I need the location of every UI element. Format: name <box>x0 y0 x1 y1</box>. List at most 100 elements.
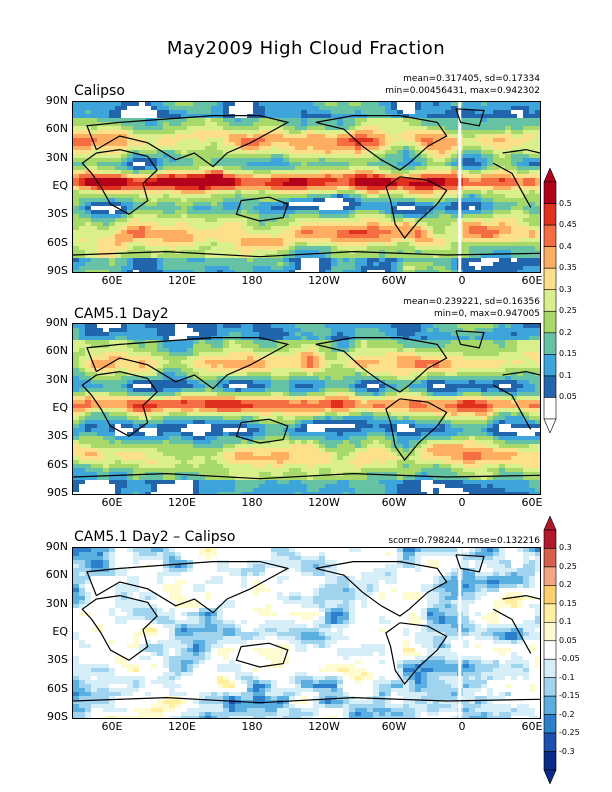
y-tick-label: 90S <box>47 710 68 723</box>
coastline <box>455 554 485 573</box>
panel-title-diff: CAM5.1 Day2 – Calipso <box>74 529 236 545</box>
colorbar-swatch <box>543 714 557 734</box>
x-tick-label: 60E <box>101 274 123 287</box>
colorbar-top-triangle <box>543 516 557 531</box>
x-tick-label: 180 <box>241 720 263 733</box>
colorbar-swatch <box>543 585 557 605</box>
stats-scorr-rmse: scorr=0.798244, rmse=0.132216 <box>388 536 540 546</box>
map-panel-calipso <box>72 101 541 273</box>
y-tick-label: 90S <box>47 486 68 499</box>
panel-stats-diff: scorr=0.798244, rmse=0.132216 <box>388 535 540 547</box>
colorbar-swatch <box>543 246 557 269</box>
colorbar-swatch <box>543 622 557 642</box>
stats-min-max: min=0, max=0.947005 <box>433 309 540 319</box>
coastline <box>385 176 448 239</box>
y-tick-label: 90S <box>47 264 68 277</box>
colorbar-label: -0.1 <box>559 672 575 682</box>
colorbar-swatch <box>543 397 557 420</box>
y-tick-label: EQ <box>52 625 68 638</box>
colorbar-fraction <box>543 168 557 433</box>
colorbar-label: 0.3 <box>559 543 572 553</box>
stats-mean-sd: mean=0.317405, sd=0.17334 <box>403 74 540 84</box>
coastline <box>502 594 540 600</box>
x-tick-label: 120E <box>168 274 196 287</box>
y-tick-label: 30N <box>45 372 68 386</box>
coastline <box>86 561 290 614</box>
colorbar-label: 0.1 <box>559 370 572 380</box>
colorbar-swatch <box>543 695 557 715</box>
colorbar-label: -0.05 <box>559 654 580 664</box>
colorbar-label: 0.5 <box>559 198 572 208</box>
coastline <box>81 370 158 437</box>
x-tick-label: 60W <box>381 496 407 509</box>
x-tick-label: 180 <box>241 274 263 287</box>
colorbar-label: 0.2 <box>559 327 572 337</box>
colorbar-label: 0.15 <box>559 349 577 359</box>
panel-title-calipso: Calipso <box>74 83 125 99</box>
y-tick-label: 90N <box>45 94 68 107</box>
colorbar-swatch <box>543 310 557 334</box>
colorbar-swatch <box>543 375 557 398</box>
field-cells <box>73 102 540 272</box>
colorbar-swatch <box>543 332 557 355</box>
y-tick-label: 30N <box>45 596 68 610</box>
map-panel-cam <box>72 323 541 495</box>
colorbar-bottom-triangle <box>543 418 557 433</box>
coastline <box>502 370 540 376</box>
colorbar-label: 0.25 <box>559 561 577 571</box>
colorbar-label: -0.3 <box>559 746 575 756</box>
colorbar-swatch <box>543 181 557 204</box>
y-tick-label: 30S <box>47 429 68 443</box>
colorbar-swatch <box>543 354 557 377</box>
y-tick-label: 60N <box>45 568 68 582</box>
colorbar-swatch <box>543 640 557 660</box>
coastline <box>385 622 448 685</box>
colorbar-bottom-triangle <box>543 769 557 784</box>
coastline <box>315 115 448 171</box>
x-tick-label: 120E <box>168 720 196 733</box>
y-tick-label: 60S <box>47 457 68 471</box>
y-tick-label: 60N <box>45 122 68 136</box>
coastline <box>315 561 448 617</box>
colorbar-swatch <box>543 529 557 549</box>
coastline <box>455 108 485 127</box>
y-tick-label: 60S <box>47 235 68 249</box>
y-tick-label: 90N <box>45 316 68 329</box>
y-tick-label: 60N <box>45 344 68 358</box>
colorbar-swatch <box>543 751 557 771</box>
coastline <box>493 384 532 430</box>
colorbar-label: -0.25 <box>559 728 580 738</box>
x-tick-label: 0 <box>458 274 466 287</box>
x-tick-label: 60E <box>101 720 123 733</box>
coastline <box>455 330 485 349</box>
field-cells <box>73 548 540 718</box>
colorbar-swatch <box>543 548 557 568</box>
x-tick-label: 60E <box>521 274 543 287</box>
coastline <box>502 148 540 154</box>
coastline <box>315 337 448 393</box>
colorbar-label: 0.25 <box>559 306 577 316</box>
colorbar-swatch <box>543 658 557 678</box>
x-tick-label: 0 <box>458 496 466 509</box>
y-tick-label: EQ <box>52 179 68 192</box>
stats-mean-sd: mean=0.239221, sd=0.16356 <box>403 297 540 307</box>
x-tick-label: 60W <box>381 274 407 287</box>
colorbar-swatch <box>543 603 557 623</box>
colorbar-swatch <box>543 267 557 291</box>
colorbar-label: 0.35 <box>559 263 577 273</box>
map-field <box>73 102 540 272</box>
colorbar-swatch <box>543 224 557 247</box>
missing-data-strip <box>458 102 462 272</box>
coastline <box>73 472 540 480</box>
colorbar-difference <box>543 516 557 784</box>
x-tick-label: 120E <box>168 496 196 509</box>
x-tick-label: 120W <box>308 496 340 509</box>
colorbar-swatch <box>543 566 557 586</box>
coastline <box>235 418 289 444</box>
y-tick-label: EQ <box>52 401 68 414</box>
y-tick-label: 30N <box>45 150 68 164</box>
x-tick-label: 60E <box>521 720 543 733</box>
colorbar-swatch <box>543 203 557 226</box>
figure-title: May2009 High Cloud Fraction <box>166 38 446 59</box>
colorbar-swatch <box>543 289 557 312</box>
